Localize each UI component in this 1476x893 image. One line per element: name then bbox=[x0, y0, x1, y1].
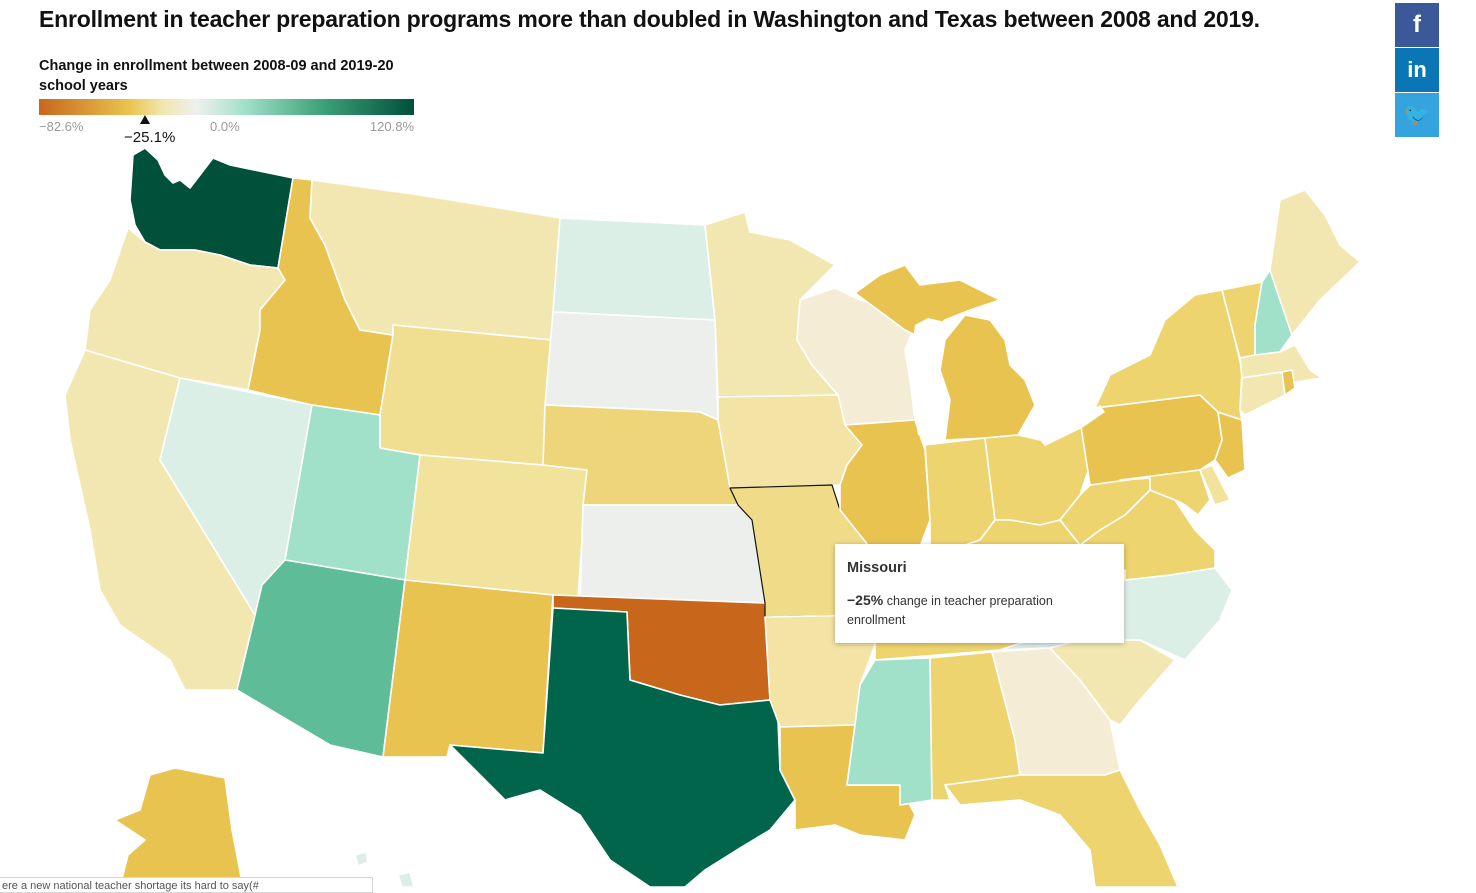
linkedin-share-button[interactable]: in bbox=[1395, 48, 1439, 92]
state-maine[interactable] bbox=[1269, 189, 1361, 336]
facebook-share-button[interactable]: f bbox=[1395, 3, 1439, 47]
tooltip-body: −25% change in teacher preparation enrol… bbox=[847, 591, 1112, 630]
state-new-mexico[interactable] bbox=[382, 579, 554, 758]
twitter-share-button[interactable]: 🐦 bbox=[1395, 93, 1439, 137]
state-delaware[interactable] bbox=[1199, 464, 1231, 506]
state-wisconsin[interactable] bbox=[796, 287, 916, 426]
tooltip-state-name: Missouri bbox=[847, 560, 907, 576]
twitter-icon: 🐦 bbox=[1403, 102, 1431, 127]
state-maryland[interactable] bbox=[1119, 469, 1211, 516]
state-iowa[interactable] bbox=[717, 394, 863, 489]
state-texas[interactable] bbox=[449, 607, 796, 887]
state-new-jersey[interactable] bbox=[1214, 411, 1246, 479]
state-rhode-island[interactable] bbox=[1281, 369, 1296, 396]
legend-max-label: 120.8% bbox=[369, 119, 414, 134]
state-colorado[interactable] bbox=[404, 454, 588, 598]
headline: Enrollment in teacher preparation progra… bbox=[39, 6, 1260, 32]
tooltip-text: change in teacher preparation enrollment bbox=[847, 594, 1053, 627]
legend-title: Change in enrollment between 2008-09 and… bbox=[39, 58, 394, 94]
state-kansas[interactable] bbox=[579, 504, 766, 604]
state-tooltip: Missouri −25% change in teacher preparat… bbox=[835, 544, 1124, 643]
linkedin-icon: in bbox=[1407, 57, 1427, 82]
state-florida[interactable] bbox=[944, 769, 1179, 887]
legend-marker-value: −25.1% bbox=[124, 129, 176, 146]
legend-zero-label: 0.0% bbox=[210, 119, 240, 134]
legend-min-label: −82.6% bbox=[39, 119, 84, 134]
lake-erie bbox=[1040, 405, 1105, 446]
state-south-dakota[interactable] bbox=[544, 311, 719, 421]
caption-strip: ere a new national teacher shortage its … bbox=[0, 877, 373, 893]
state-connecticut[interactable] bbox=[1239, 371, 1286, 416]
legend-color-scale bbox=[39, 99, 414, 115]
tooltip-value: −25% bbox=[847, 592, 884, 608]
state-wyoming[interactable] bbox=[379, 324, 553, 466]
state-north-dakota[interactable] bbox=[552, 217, 716, 321]
state-alaska[interactable] bbox=[114, 767, 244, 887]
state-hawaii[interactable] bbox=[354, 851, 415, 887]
state-michigan[interactable] bbox=[939, 314, 1036, 441]
facebook-icon: f bbox=[1413, 11, 1421, 38]
legend-marker-arrow-icon bbox=[140, 115, 150, 124]
state-arizona[interactable] bbox=[236, 559, 406, 758]
lake-michigan bbox=[910, 318, 945, 440]
